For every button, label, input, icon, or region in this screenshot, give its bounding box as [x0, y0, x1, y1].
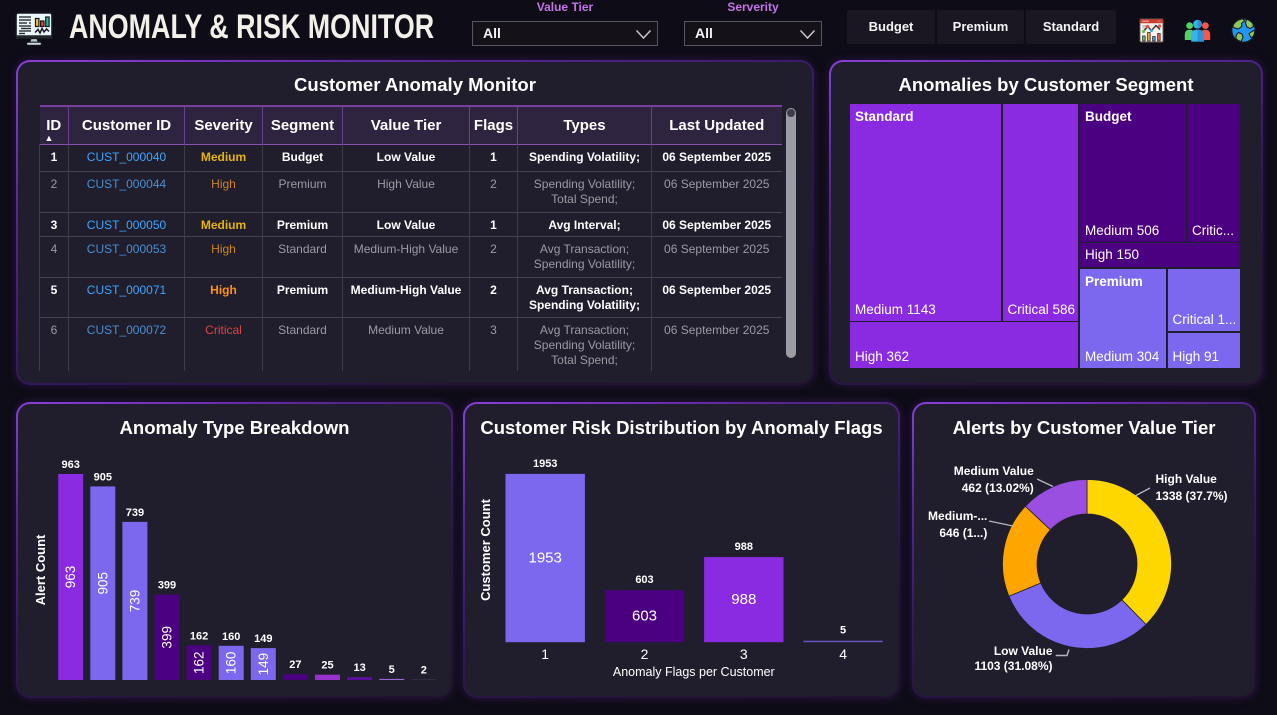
svg-text:462 (13.02%): 462 (13.02%) — [962, 481, 1034, 495]
svg-text:988: 988 — [731, 591, 756, 608]
svg-text:160: 160 — [222, 631, 240, 643]
svg-text:2: 2 — [641, 646, 649, 662]
svg-text:149: 149 — [254, 633, 272, 645]
svg-text:13: 13 — [353, 662, 365, 674]
svg-text:1953: 1953 — [529, 550, 562, 567]
svg-text:Customer Count: Customer Count — [478, 498, 493, 601]
svg-text:Medium-...: Medium-... — [928, 509, 987, 523]
svg-text:25: 25 — [321, 660, 333, 672]
svg-text:162: 162 — [192, 651, 207, 674]
svg-text:1338 (37.7%): 1338 (37.7%) — [1156, 489, 1228, 503]
svg-text:High Value: High Value — [1156, 472, 1218, 486]
svg-text:739: 739 — [126, 507, 144, 519]
svg-text:739: 739 — [127, 590, 142, 613]
svg-text:1103 (31.08%): 1103 (31.08%) — [974, 659, 1052, 673]
svg-text:Alert Count: Alert Count — [33, 534, 48, 605]
svg-text:963: 963 — [63, 566, 78, 589]
svg-text:646 (1...): 646 (1...) — [939, 526, 987, 540]
svg-text:Low Value: Low Value — [994, 644, 1053, 658]
svg-text:4: 4 — [839, 646, 847, 662]
svg-text:399: 399 — [160, 626, 175, 649]
svg-text:905: 905 — [94, 471, 112, 483]
svg-text:1: 1 — [541, 646, 549, 662]
svg-text:603: 603 — [635, 574, 653, 586]
svg-text:2: 2 — [421, 665, 427, 677]
svg-text:5: 5 — [389, 664, 395, 676]
svg-text:160: 160 — [224, 652, 239, 675]
svg-text:603: 603 — [632, 608, 657, 625]
svg-text:905: 905 — [95, 572, 110, 595]
svg-text:27: 27 — [289, 659, 301, 671]
svg-text:988: 988 — [735, 541, 753, 553]
svg-text:399: 399 — [158, 580, 176, 592]
svg-text:5: 5 — [840, 625, 846, 637]
svg-text:149: 149 — [256, 653, 271, 676]
svg-text:162: 162 — [190, 630, 208, 642]
svg-text:Medium Value: Medium Value — [954, 464, 1034, 478]
svg-text:1953: 1953 — [533, 458, 557, 470]
svg-text:963: 963 — [62, 459, 80, 471]
svg-text:Anomaly Flags per Customer: Anomaly Flags per Customer — [613, 665, 775, 679]
svg-text:3: 3 — [740, 646, 748, 662]
